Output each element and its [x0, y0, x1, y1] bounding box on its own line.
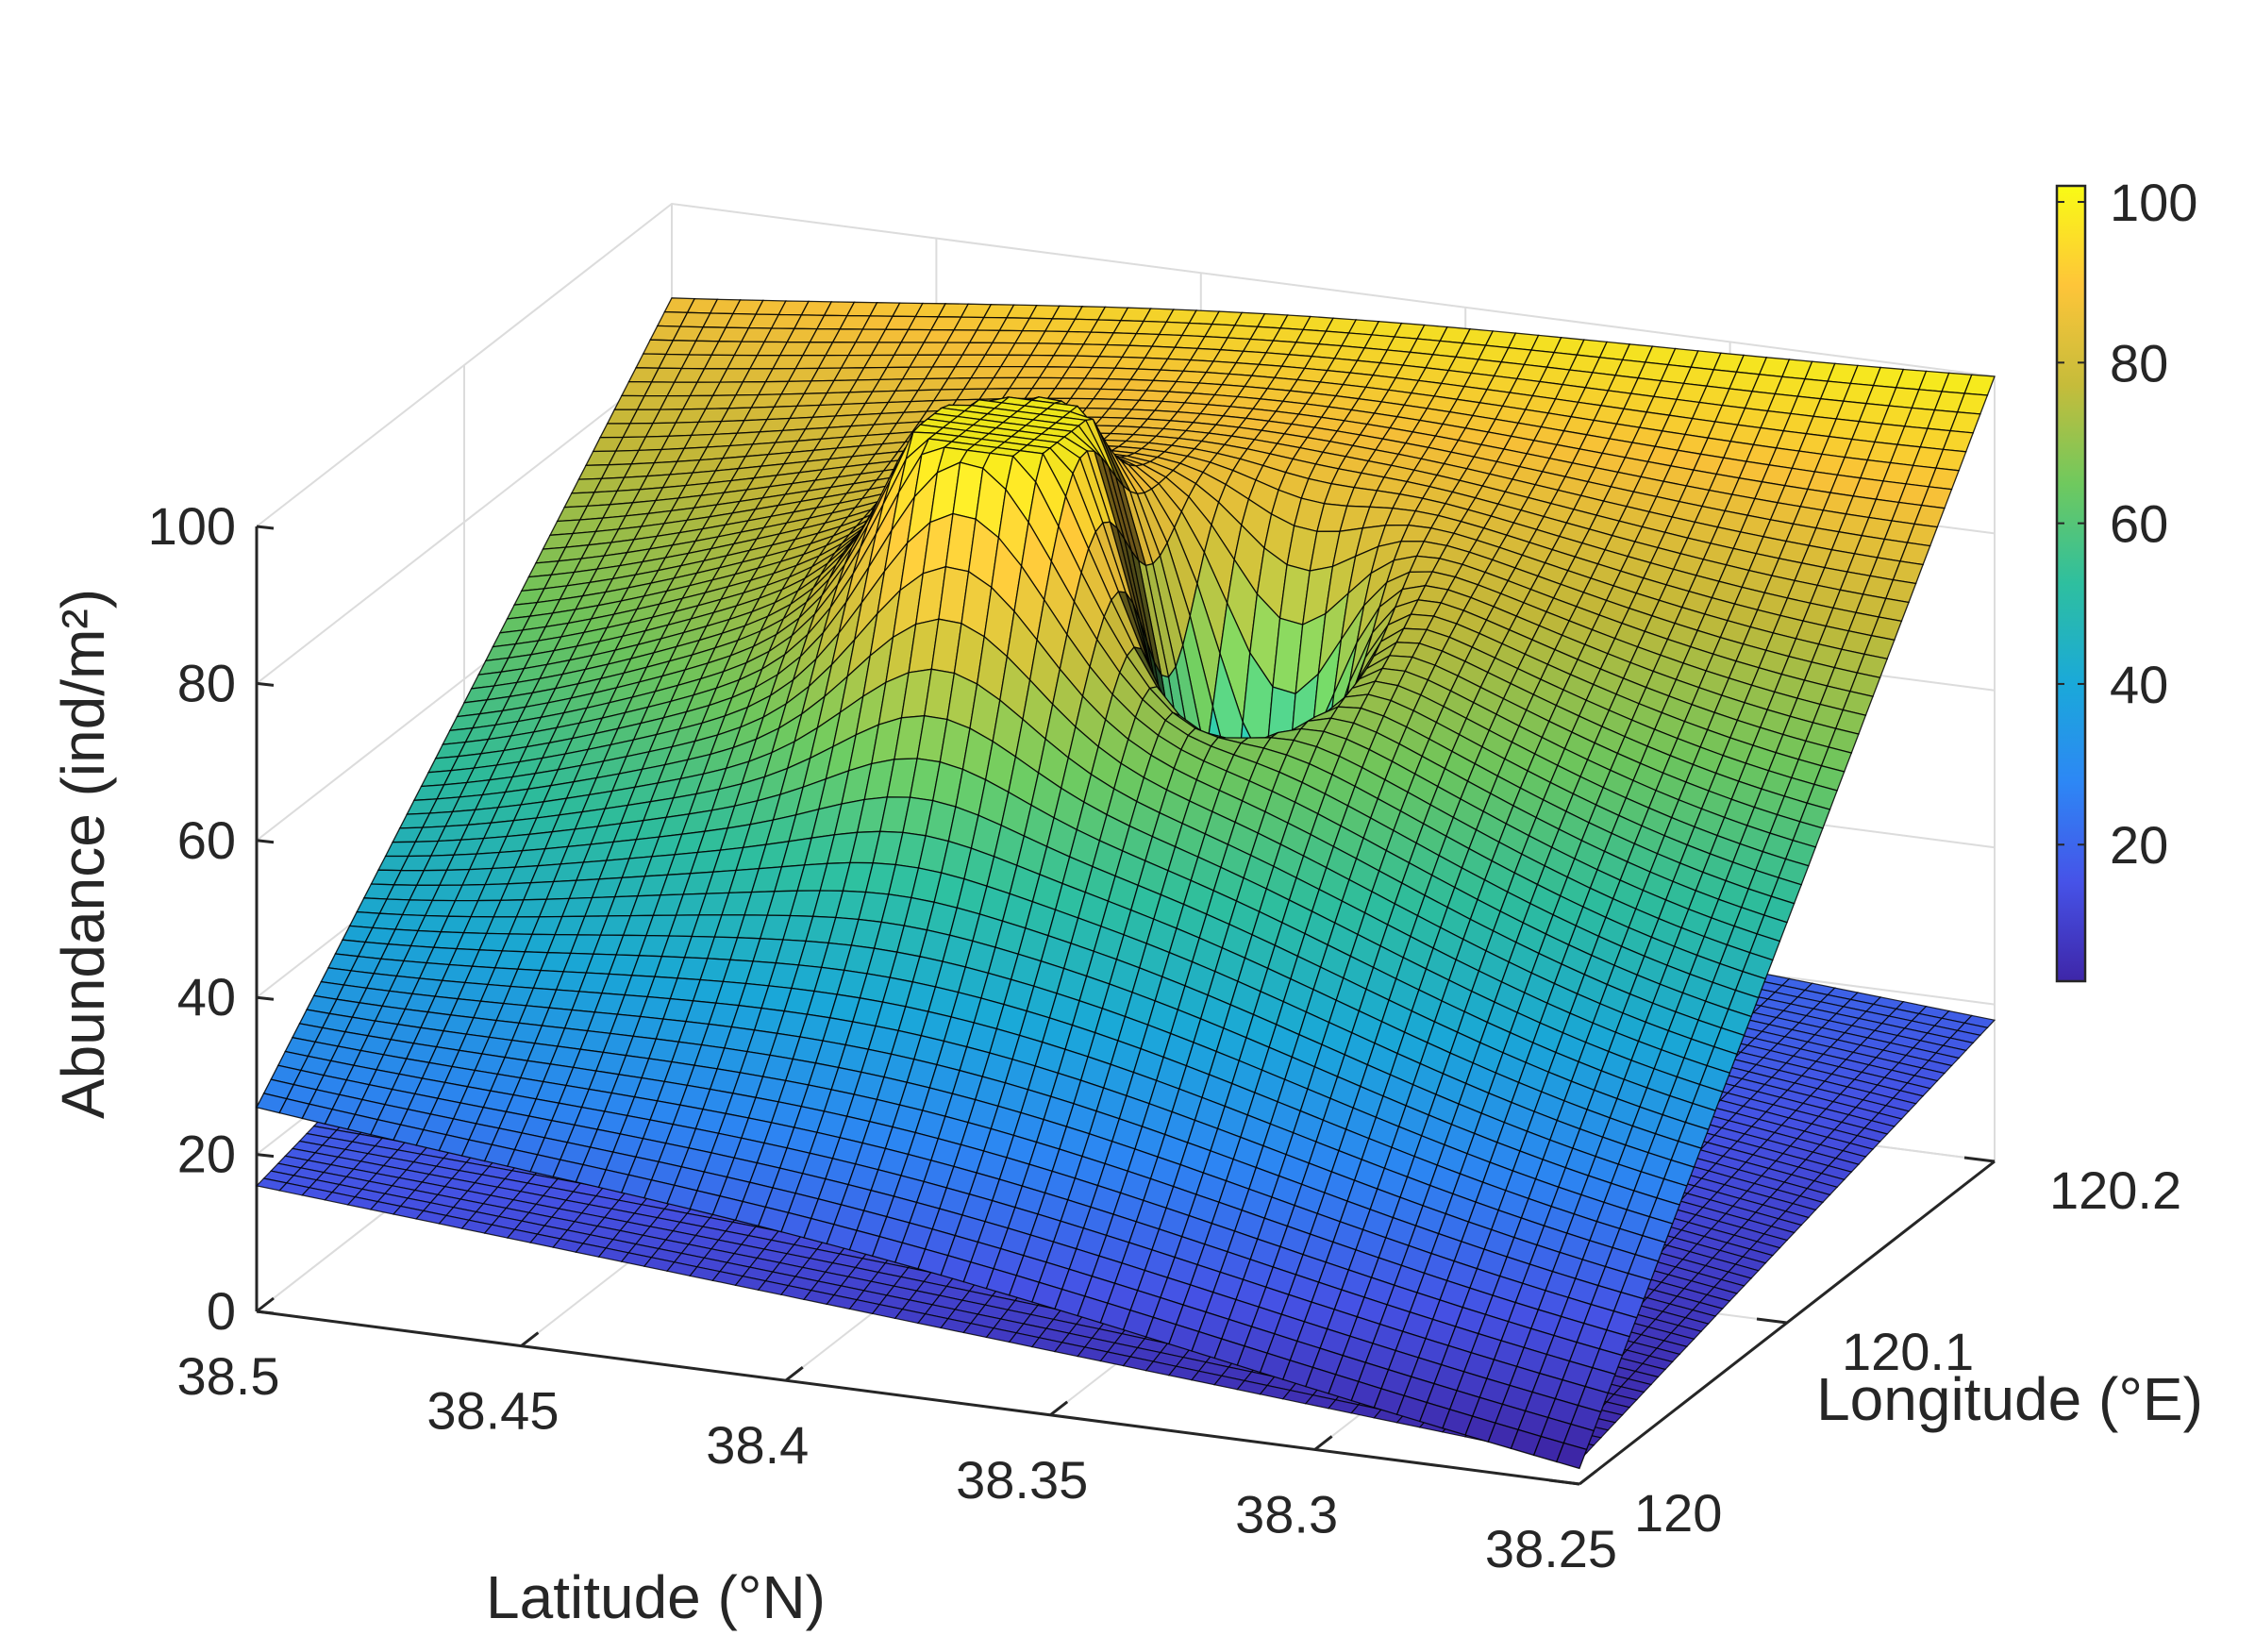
- upper-surface: [256, 297, 1996, 1470]
- x-axis-line: [256, 1310, 1580, 1486]
